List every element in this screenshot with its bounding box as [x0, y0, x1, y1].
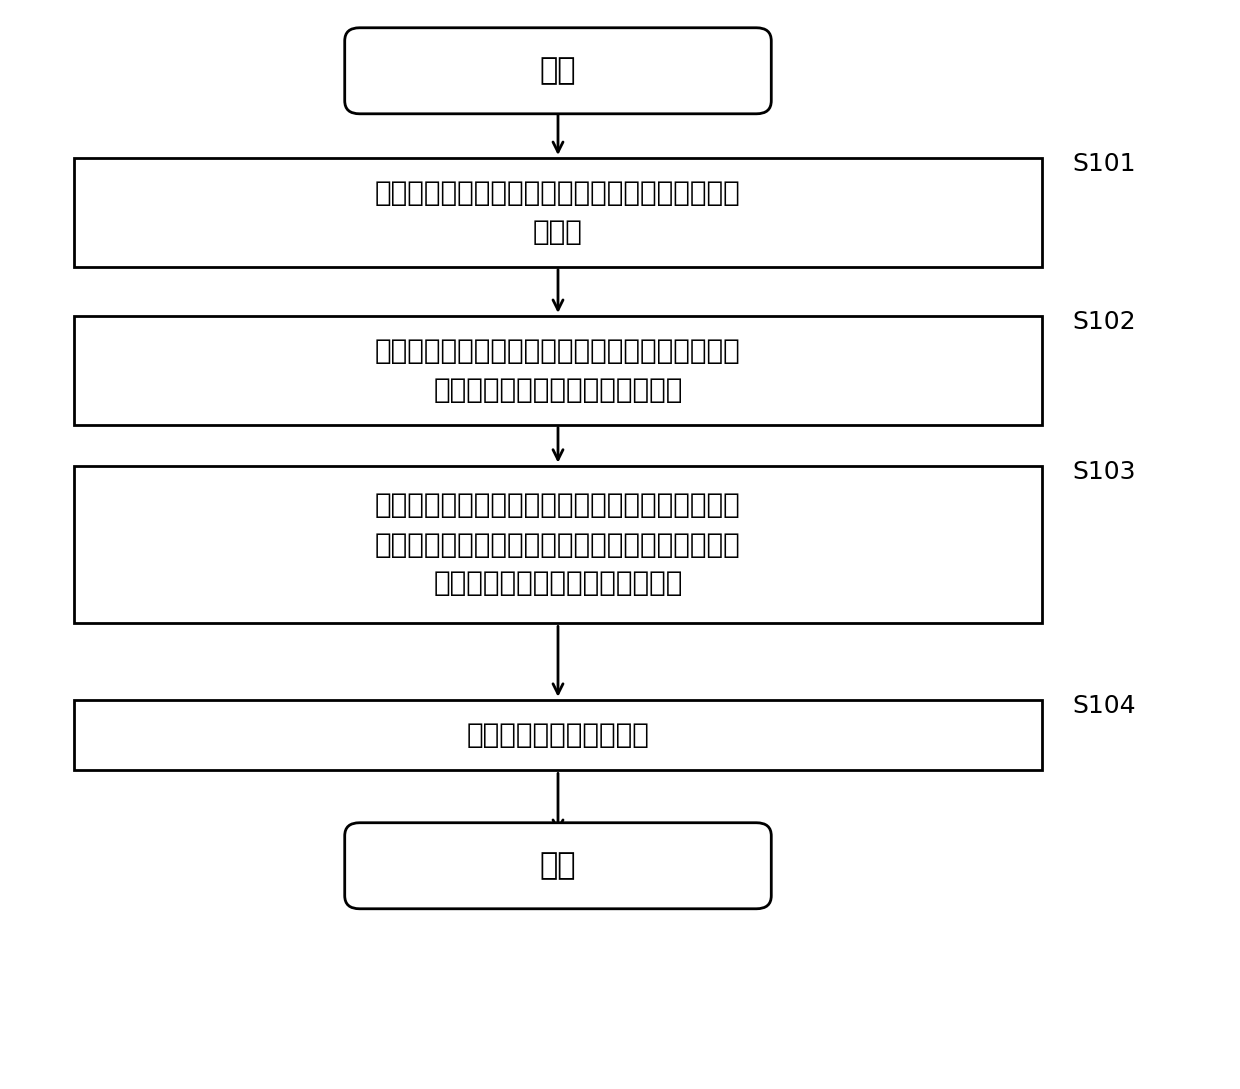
Text: 在所述封装层表面敷上短切纤维或由短切纤维制成
的网毡: 在所述封装层表面敷上短切纤维或由短切纤维制成 的网毡 [376, 179, 740, 246]
FancyBboxPatch shape [345, 823, 771, 908]
Text: 将所述蜂窝芯材的两接触端部分别粘连两个所述封
装层，至少一所述封装层与所述蜂窝芯材的一接触
端部以所述预固化纤维粘胶层附接: 将所述蜂窝芯材的两接触端部分别粘连两个所述封 装层，至少一所述封装层与所述蜂窝芯… [376, 491, 740, 598]
Text: 在所述封装层敷有短切纤维或网毡的表面均匀涂覆
粘胶剂，待成型预固化纤维粘胶层: 在所述封装层敷有短切纤维或网毡的表面均匀涂覆 粘胶剂，待成型预固化纤维粘胶层 [376, 337, 740, 404]
Text: 开始: 开始 [539, 57, 577, 85]
Text: S103: S103 [1073, 461, 1136, 485]
Text: S104: S104 [1073, 695, 1136, 719]
FancyBboxPatch shape [74, 158, 1042, 267]
FancyBboxPatch shape [74, 465, 1042, 623]
Text: 结束: 结束 [539, 852, 577, 880]
Text: S102: S102 [1073, 310, 1136, 334]
FancyBboxPatch shape [74, 316, 1042, 425]
Text: S101: S101 [1073, 152, 1136, 176]
Text: 固化成型所述蜂窝复合板: 固化成型所述蜂窝复合板 [466, 721, 650, 749]
FancyBboxPatch shape [345, 27, 771, 113]
FancyBboxPatch shape [74, 700, 1042, 771]
